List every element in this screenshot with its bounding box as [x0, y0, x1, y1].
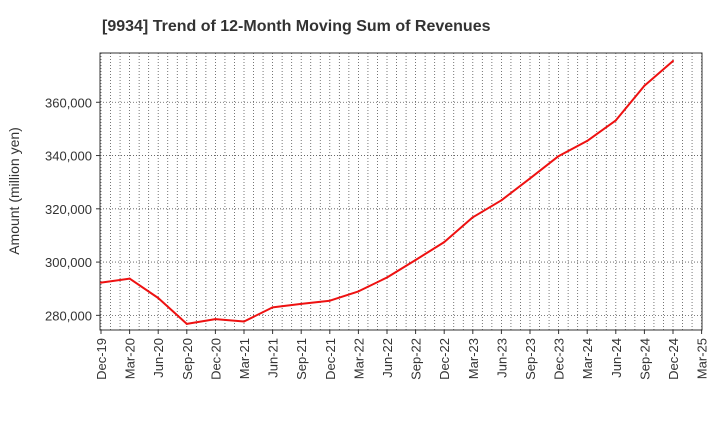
data-point [586, 139, 589, 142]
data-point [243, 320, 245, 323]
data-point [471, 216, 474, 219]
y-tick-label: 320,000 [45, 202, 92, 217]
data-point [357, 290, 360, 293]
x-tick-label: Dec-21 [323, 338, 338, 380]
series-points [100, 60, 674, 325]
x-tick-label: Jun-24 [609, 338, 624, 378]
x-tick-label: Dec-20 [208, 338, 223, 380]
data-point [300, 302, 303, 305]
data-point [672, 60, 674, 62]
x-tick-label: Sep-20 [180, 338, 195, 380]
data-point [386, 276, 388, 279]
x-tick-label: Mar-21 [237, 338, 252, 379]
data-point [557, 155, 560, 158]
x-tick-label: Jun-23 [494, 338, 509, 378]
data-point [500, 199, 503, 202]
data-point [328, 299, 331, 302]
x-tick-label: Mar-22 [351, 338, 366, 379]
x-tick-label: Mar-24 [580, 338, 595, 379]
data-point [529, 177, 531, 180]
data-point [643, 84, 646, 87]
data-point [614, 119, 617, 122]
data-point [414, 259, 417, 261]
data-point [128, 277, 131, 280]
data-point [271, 306, 274, 309]
y-axis-ticks: 280,000 300,000 320,000 340,000 360,000 [45, 95, 100, 323]
x-tick-label: Jun-21 [266, 338, 281, 378]
chart-title: [9934] Trend of 12-Month Moving Sum of R… [102, 18, 491, 35]
data-point [214, 318, 217, 321]
horizontal-gridlines [100, 101, 702, 316]
x-tick-label: Dec-23 [552, 338, 567, 380]
vertical-gridlines [100, 53, 702, 330]
x-tick-label: Dec-19 [94, 338, 109, 380]
x-tick-label: Sep-22 [409, 338, 424, 380]
x-tick-label: Sep-21 [294, 338, 309, 380]
x-axis-ticks: Dec-19 Mar-20 Jun-20 Sep-20 Dec-20 Mar-21 Jun-… [94, 330, 710, 380]
x-tick-label: Mar-20 [123, 338, 138, 379]
x-tick-label: Sep-23 [523, 338, 538, 380]
x-tick-label: Jun-22 [380, 338, 395, 378]
y-tick-label: 300,000 [45, 255, 92, 270]
data-point [157, 297, 160, 299]
y-tick-label: 340,000 [45, 149, 92, 164]
x-tick-label: Jun-20 [151, 338, 166, 378]
y-axis-label: Amount (million yen) [6, 127, 22, 255]
y-tick-label: 360,000 [45, 95, 92, 110]
x-tick-label: Dec-24 [666, 338, 681, 380]
plot-area-frame [99, 52, 703, 331]
x-tick-label: Mar-23 [466, 338, 481, 379]
data-point [443, 241, 446, 244]
x-tick-label: Dec-22 [437, 338, 452, 380]
data-point [100, 281, 102, 284]
y-tick-label: 280,000 [45, 308, 92, 323]
x-tick-label: Mar-25 [695, 338, 710, 379]
x-tick-label: Sep-24 [637, 338, 652, 380]
data-point [185, 322, 188, 325]
